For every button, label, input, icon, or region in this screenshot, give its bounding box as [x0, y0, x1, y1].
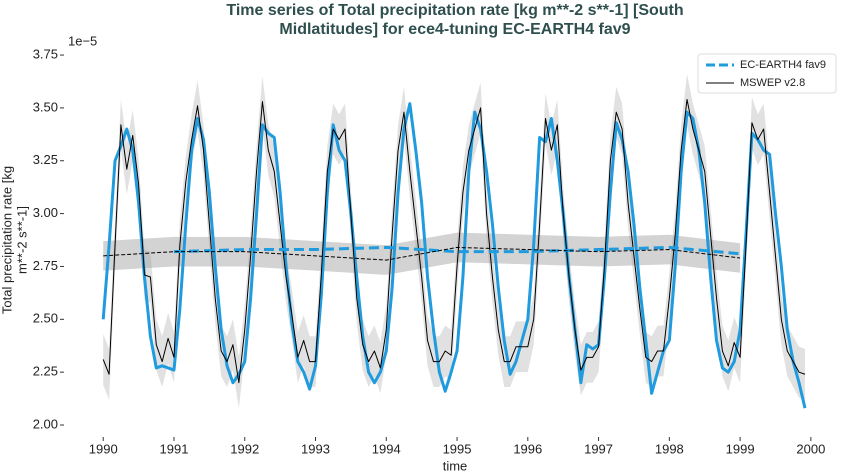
- running-mean-line: [103, 246, 741, 261]
- y-axis-label: Total precipitation rate [kg: [0, 166, 14, 314]
- chart-title: Midlatitudes] for ece4-tuning EC-EARTH4 …: [279, 21, 630, 38]
- x-tick-label: 1991: [160, 441, 189, 456]
- running-mean-line: [173, 245, 741, 256]
- data-line: [102, 98, 806, 384]
- x-axis-label: time: [443, 458, 468, 473]
- y-tick-label: 2.50: [33, 311, 58, 326]
- y-axis-label: m**-2 s**-1]: [14, 206, 29, 274]
- data-line: [101, 102, 807, 409]
- x-tick-label: 1993: [301, 441, 330, 456]
- x-tick-label: 1997: [584, 441, 613, 456]
- x-tick-label: 2000: [796, 441, 825, 456]
- x-tick-label: 1995: [443, 441, 472, 456]
- y-tick-label: 2.00: [33, 416, 58, 431]
- y-tick-label: 3.75: [33, 46, 58, 61]
- legend: EC-EARTH4 fav9 MSWEP v2.8: [706, 59, 826, 89]
- y-tick-label: 3.25: [33, 152, 58, 167]
- x-tick-label: 1992: [230, 441, 259, 456]
- legend-label: MSWEP v2.8: [740, 77, 805, 89]
- y-axis-label-group: Total precipitation rate [kg m**-2 s**-1…: [0, 166, 29, 314]
- x-tick-label: 1994: [372, 441, 401, 456]
- x-tick-label: 1998: [655, 441, 684, 456]
- x-tick-label: 1999: [726, 441, 755, 456]
- spread-band: [103, 74, 805, 409]
- y-tick-label: 3.50: [33, 99, 58, 114]
- y-tick-label: 2.75: [33, 258, 58, 273]
- legend-label: EC-EARTH4 fav9: [740, 59, 826, 71]
- x-tick-label: 1996: [513, 441, 542, 456]
- x-tick-label: 1990: [89, 441, 118, 456]
- y-tick-label: 2.25: [33, 364, 58, 379]
- y-tick-label: 3.00: [33, 205, 58, 220]
- chart-title: Time series of Total precipitation rate …: [226, 2, 683, 19]
- y-offset-text: 1e−5: [68, 33, 97, 48]
